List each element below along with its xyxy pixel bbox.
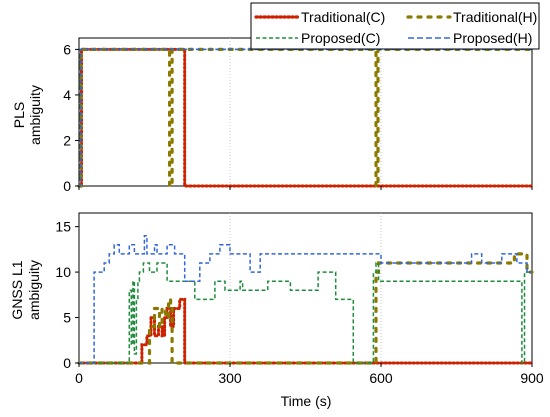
bottom-ylabel-line2: ambiguity — [26, 260, 42, 320]
top-series-proposed-h — [79, 48, 532, 187]
bottom-ytick-label: 5 — [63, 310, 71, 326]
top-y-ticks: 0 2 4 6 — [63, 41, 533, 194]
legend-label: Proposed(H) — [453, 30, 532, 46]
top-grid — [229, 38, 382, 186]
bottom-series-group — [77, 234, 534, 365]
legend-item-proposed-h: Proposed(H) — [408, 30, 532, 46]
pls-ambiguity-panel: 0 2 4 6 PLS ambiguity — [11, 37, 534, 194]
legend-label: Proposed(C) — [301, 30, 380, 46]
legend-box — [250, 2, 540, 50]
bottom-xtick-label: 900 — [520, 370, 544, 386]
top-series-traditional-c — [77, 47, 534, 188]
legend-label: Traditional(C) — [301, 9, 385, 25]
bottom-xtick-label: 300 — [218, 370, 242, 386]
bottom-xtick-label: 600 — [369, 370, 393, 386]
bottom-series-traditional-c — [77, 297, 534, 365]
bottom-ytick-label: 0 — [63, 355, 71, 371]
bottom-ytick-label: 15 — [55, 219, 71, 235]
legend-item-traditional-c: Traditional(C) — [254, 9, 385, 25]
bottom-grid — [229, 213, 382, 363]
legend-item-proposed-c: Proposed(C) — [256, 30, 380, 46]
bottom-series-proposed-h — [79, 234, 532, 364]
top-ytick-label: 6 — [63, 41, 71, 57]
top-plot-frame — [78, 37, 533, 187]
bottom-ytick-label: 10 — [55, 264, 71, 280]
top-series-group — [77, 47, 534, 188]
top-ylabel-line1: PLS — [11, 102, 27, 128]
top-ytick-label: 4 — [63, 87, 71, 103]
legend-item-traditional-h: Traditional(H) — [406, 9, 537, 25]
bottom-x-ticks: 0 300 600 900 — [75, 363, 544, 386]
top-ytick-label: 0 — [63, 178, 71, 194]
gnss-l1-ambiguity-panel: 0 5 10 15 0 300 600 900 GNSS L1 ambiguity Time… — [9, 212, 544, 409]
bottom-series-proposed-c — [79, 262, 532, 364]
bottom-series-traditional-h — [77, 252, 534, 365]
top-series-proposed-c — [79, 48, 532, 187]
bottom-ylabel-line1: GNSS L1 — [9, 260, 25, 319]
top-ylabel-line2: ambiguity — [27, 85, 43, 145]
bottom-xtick-label: 0 — [75, 370, 83, 386]
top-ytick-label: 2 — [63, 132, 71, 148]
top-series-traditional-h — [77, 47, 534, 188]
x-axis-label: Time (s) — [281, 393, 332, 409]
bottom-y-ticks: 0 5 10 15 — [55, 219, 79, 371]
legend-label: Traditional(H) — [453, 9, 537, 25]
legend: Traditional(C) Traditional(H) Proposed(C… — [250, 2, 540, 50]
